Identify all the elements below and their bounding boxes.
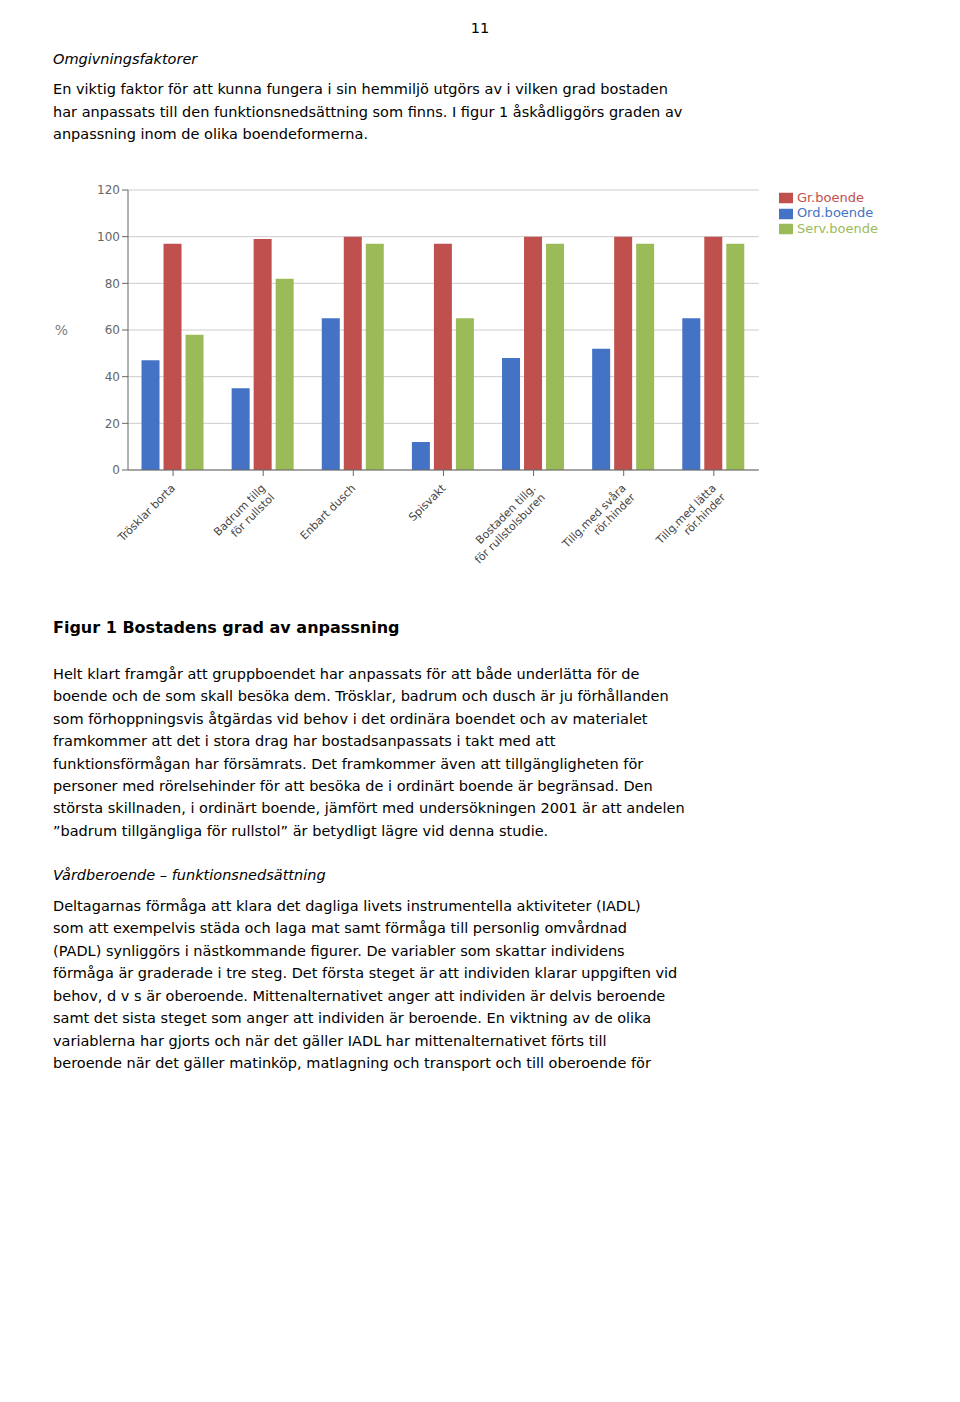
svg-text:0: 0: [112, 463, 120, 477]
html-text:En viktig faktor för att kunna: En viktig faktor för att kunna fungera i…: [53, 81, 683, 143]
svg-text:Trösklar borta: Trösklar borta: [115, 482, 178, 545]
svg-text:100: 100: [97, 230, 120, 244]
svg-text:20: 20: [105, 416, 120, 430]
svg-text:Spisvakt: Spisvakt: [406, 481, 449, 524]
svg-text:60: 60: [105, 323, 120, 337]
html-text:Omgivningsfaktorer: Omgivningsfaktorer: [53, 51, 198, 67]
html-text:Vårdberoende – funktionsnedsät: Vårdberoende – funktionsnedsättning: [53, 867, 326, 884]
svg-text:%: %: [55, 322, 68, 338]
svg-text:120: 120: [97, 183, 120, 197]
svg-text:Enbart dusch: Enbart dusch: [298, 482, 359, 543]
html-text:Deltagarnas förmåga att klara: Deltagarnas förmåga att klara det daglig…: [53, 897, 678, 1072]
svg-text:Bostaden tillg.för rullstolsbu: Bostaden tillg.för rullstolsburen: [463, 482, 548, 567]
svg-text:Badrum tillgför rullstol: Badrum tillgför rullstol: [211, 482, 277, 548]
svg-text:40: 40: [105, 370, 120, 384]
html-text:Figur 1 Bostadens grad av anpa: Figur 1 Bostadens grad av anpassning: [53, 617, 400, 637]
svg-text:80: 80: [105, 276, 120, 290]
html-text:Serv.boende: Serv.boende: [796, 220, 878, 236]
html-text:Ord.boende: Ord.boende: [796, 205, 874, 221]
html-text:Helt klart framgår att gruppbo: Helt klart framgår att gruppboendet har …: [53, 665, 685, 839]
html-text:Gr.boende: Gr.boende: [796, 189, 864, 205]
html-text:11: 11: [470, 20, 490, 36]
svg-text:Tillg.med svårarör.hinder: Tillg.med svårarör.hinder: [559, 481, 638, 560]
svg-text:Tillg.med lättarör.hinder: Tillg.med lättarör.hinder: [653, 481, 728, 556]
